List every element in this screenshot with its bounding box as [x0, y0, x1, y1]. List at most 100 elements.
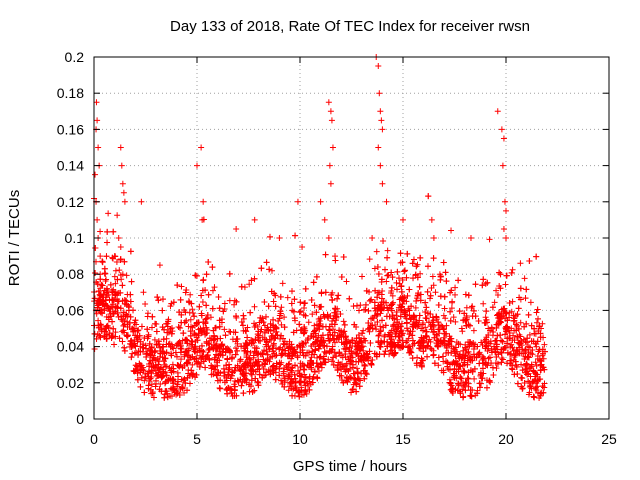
data-point: [424, 288, 431, 295]
data-point: [472, 313, 479, 320]
data-point: [243, 376, 250, 383]
y-axis-label: ROTI / TECUs: [6, 190, 23, 286]
data-point: [447, 308, 454, 315]
data-point: [99, 258, 106, 265]
data-point: [132, 367, 139, 374]
data-point: [228, 355, 235, 362]
data-point: [265, 343, 272, 350]
data-point: [242, 362, 249, 369]
data-point: [527, 364, 534, 371]
data-point: [267, 367, 274, 374]
data-point: [503, 207, 509, 214]
x-tick-label: 20: [498, 431, 514, 447]
data-point: [442, 269, 449, 276]
data-point: [466, 338, 473, 345]
data-point: [301, 366, 308, 373]
data-point: [240, 312, 247, 319]
data-point: [331, 329, 338, 336]
data-point: [146, 361, 153, 368]
data-point: [276, 312, 283, 319]
data-point: [433, 332, 440, 339]
data-point: [120, 189, 127, 196]
data-point: [223, 346, 230, 353]
y-tick-label: 0.1: [65, 230, 85, 246]
data-point: [340, 253, 347, 260]
data-point: [317, 353, 324, 360]
data-point: [410, 321, 417, 328]
data-point: [226, 270, 233, 277]
data-point: [321, 359, 328, 366]
data-point: [284, 353, 291, 360]
data-point: [510, 347, 517, 354]
data-point: [258, 317, 265, 324]
data-point: [348, 389, 355, 396]
data-point: [194, 360, 201, 367]
data-point: [114, 212, 121, 219]
data-point: [508, 269, 515, 276]
data-point: [161, 326, 168, 333]
data-point: [210, 371, 217, 378]
data-point: [447, 289, 454, 296]
data-point: [189, 361, 196, 368]
data-point: [447, 379, 454, 386]
data-point: [237, 376, 244, 383]
data-point: [399, 344, 406, 351]
data-point: [473, 354, 480, 361]
data-point: [119, 180, 126, 187]
data-point: [232, 378, 239, 385]
data-point: [384, 343, 391, 350]
data-point: [313, 273, 320, 280]
data-point: [437, 293, 444, 300]
data-point: [265, 326, 272, 333]
data-point: [502, 309, 509, 316]
data-point: [392, 330, 399, 337]
data-point: [442, 315, 449, 322]
data-point: [313, 309, 320, 316]
data-point: [372, 287, 379, 294]
data-point: [145, 333, 152, 340]
data-point: [329, 346, 336, 353]
data-point: [242, 347, 249, 354]
data-point: [274, 332, 281, 339]
data-point: [358, 273, 365, 280]
data-point: [394, 268, 401, 275]
data-point: [149, 388, 156, 395]
data-point: [118, 162, 125, 169]
data-point: [489, 304, 496, 311]
data-point: [102, 328, 109, 335]
data-point: [494, 291, 501, 298]
data-point: [205, 259, 212, 266]
data-point: [525, 311, 532, 318]
data-point: [159, 343, 166, 350]
data-point: [291, 371, 298, 378]
data-point: [485, 340, 492, 347]
data-point: [481, 337, 488, 344]
data-point: [191, 322, 198, 329]
data-point: [353, 365, 360, 372]
data-point: [269, 332, 276, 339]
data-point: [248, 377, 255, 384]
data-point: [322, 251, 329, 258]
data-point: [474, 390, 481, 397]
data-point: [141, 389, 148, 396]
data-point: [311, 302, 318, 309]
data-point: [398, 343, 405, 350]
data-point: [199, 353, 206, 360]
data-point: [217, 377, 224, 384]
data-point: [210, 337, 217, 344]
data-point: [334, 366, 341, 373]
data-point: [503, 272, 510, 279]
data-point: [342, 345, 349, 352]
data-point: [237, 366, 244, 373]
data-point: [315, 363, 322, 370]
data-point: [232, 313, 239, 320]
data-point: [99, 298, 106, 305]
data-point: [411, 340, 418, 347]
data-point: [150, 394, 157, 401]
data-point: [514, 380, 521, 387]
data-point: [484, 279, 491, 286]
data-point: [336, 349, 343, 356]
data-point: [406, 286, 413, 293]
data-point: [107, 311, 114, 318]
data-point: [97, 253, 104, 260]
